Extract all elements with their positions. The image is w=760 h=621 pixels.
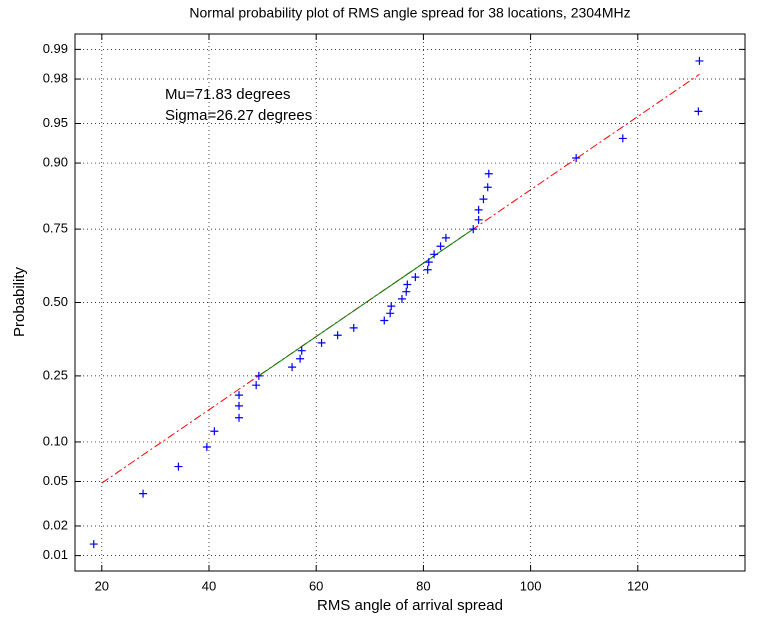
x-tick-label: 100 (520, 578, 542, 593)
data-point (479, 195, 488, 204)
y-axis-label: Probability (11, 266, 28, 337)
y-tick-label: 0.90 (43, 154, 68, 169)
data-point (296, 354, 305, 363)
y-tick-label: 0.75 (43, 221, 68, 236)
chart-title: Normal probability plot of RMS angle spr… (189, 5, 630, 21)
data-point (333, 331, 342, 340)
y-tick-label: 0.99 (43, 41, 68, 56)
data-point (386, 309, 395, 318)
data-point (202, 442, 211, 451)
data-point (403, 280, 412, 289)
data-point (349, 323, 358, 332)
data-point (695, 56, 704, 65)
data-point (252, 381, 261, 390)
data-point (139, 489, 148, 498)
y-tick-label: 0.02 (43, 517, 68, 532)
data-point (483, 183, 492, 192)
data-point (474, 205, 483, 214)
data-point (235, 391, 244, 400)
x-tick-label: 40 (202, 578, 216, 593)
data-point (484, 169, 493, 178)
y-tick-label: 0.25 (43, 367, 68, 382)
data-point (174, 462, 183, 471)
y-tick-label: 0.95 (43, 115, 68, 130)
data-point (469, 225, 478, 234)
data-point (441, 233, 450, 242)
data-point (436, 242, 445, 251)
data-point (387, 302, 396, 311)
data-point (424, 258, 433, 267)
data-point (694, 107, 703, 116)
data-point (380, 316, 389, 325)
data-point (235, 401, 244, 410)
data-point (402, 287, 411, 296)
data-point (89, 540, 98, 549)
y-tick-label: 0.50 (43, 294, 68, 309)
data-point (430, 250, 439, 259)
data-point (474, 215, 483, 224)
data-point (235, 413, 244, 422)
data-point (411, 273, 420, 282)
annotation: Sigma=26.27 degrees (165, 107, 312, 124)
data-point (397, 294, 406, 303)
reference-line (258, 228, 474, 377)
x-tick-label: 80 (416, 578, 430, 593)
y-tick-label: 0.05 (43, 473, 68, 488)
plot-frame (74, 33, 746, 572)
data-point (618, 134, 627, 143)
data-point (210, 427, 219, 436)
x-tick-label: 60 (309, 578, 323, 593)
x-axis-label: RMS angle of arrival spread (317, 597, 503, 614)
data-point (317, 338, 326, 347)
x-tick-label: 120 (627, 578, 649, 593)
y-tick-label: 0.98 (43, 70, 68, 85)
data-point (254, 371, 263, 380)
data-point (423, 265, 432, 274)
data-point (297, 346, 306, 355)
y-tick-label: 0.10 (43, 433, 68, 448)
data-point (572, 154, 581, 163)
y-tick-label: 0.01 (43, 547, 68, 562)
data-point (288, 363, 297, 372)
reference-line (101, 73, 700, 484)
annotation: Mu=71.83 degrees (165, 86, 291, 103)
x-tick-label: 20 (95, 578, 109, 593)
